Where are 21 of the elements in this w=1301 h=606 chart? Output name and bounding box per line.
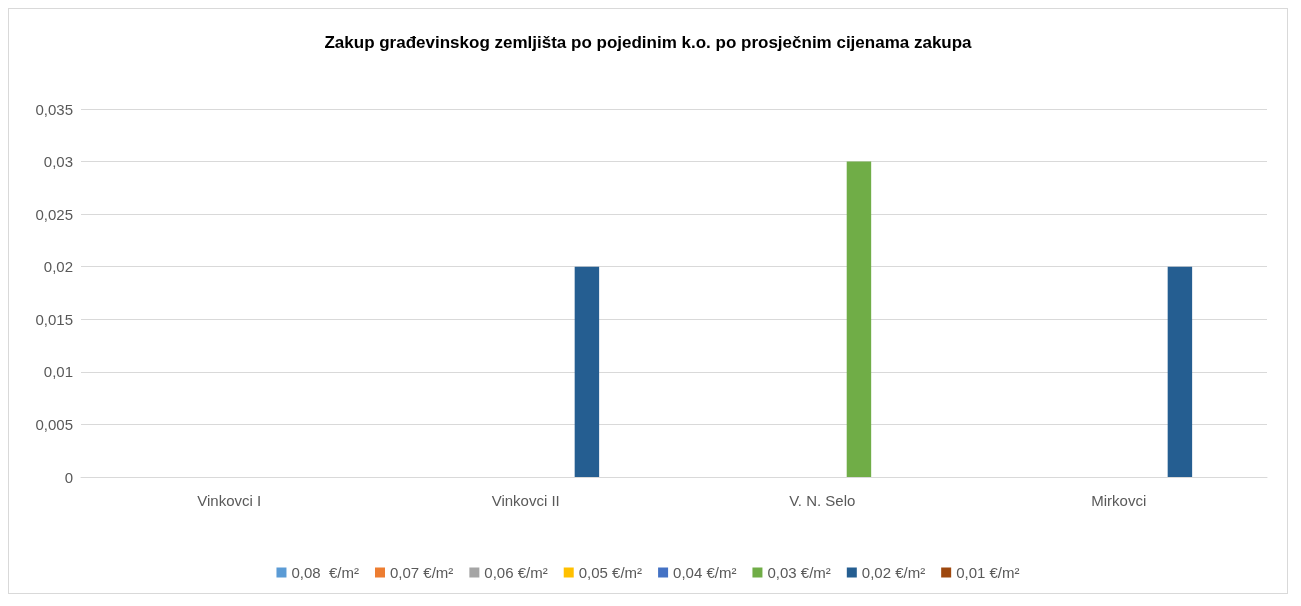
legend-label: 0,06 €/m² [484,564,548,581]
chart-title: Zakup građevinskog zemljišta po pojedinim k.o. po prosječnim cijenama zakupa [324,33,973,52]
legend-label: 0,04 €/m² [673,564,737,581]
legend-label: 0,02 €/m² [861,564,926,581]
x-tick-label: V. N. Selo [789,492,856,509]
y-tick-label: 0,035 [35,100,73,118]
y-tick-label: 0,005 [35,415,73,433]
legend-label: 0,01 €/m² [956,564,1020,581]
y-tick-label: 0,025 [35,205,73,223]
y-tick-label: 0,015 [35,310,73,328]
x-tick-label: Vinkovci II [491,492,560,509]
y-tick-label: 0 [64,468,73,486]
legend-label: 0,03 €/m² [767,564,831,581]
y-tick-label: 0,01 [43,363,73,381]
legend-label: 0,05 €/m² [578,564,643,581]
y-tick-label: 0,03 [43,153,73,171]
legend-label: 0,08 €/m² [291,564,359,581]
x-tick-label: Vinkovci I [197,492,262,509]
y-tick-label: 0,02 [43,258,73,276]
legend-label: 0,07 €/m² [390,564,454,581]
x-tick-label: Mirkovci [1091,492,1147,509]
